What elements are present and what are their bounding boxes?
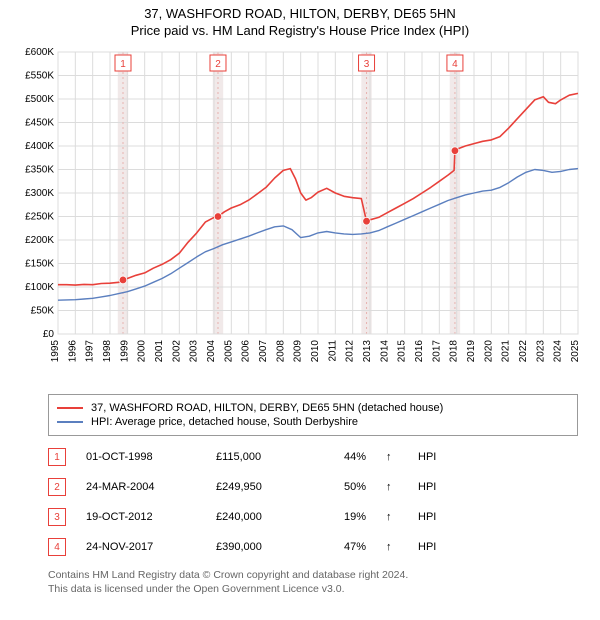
x-axis-label: 2009 [293,340,304,363]
x-axis-label: 2021 [501,340,512,363]
arrow-up-icon: ↑ [386,481,398,493]
event-suffix: HPI [418,541,448,553]
y-axis-label: £150K [25,259,54,270]
x-axis-label: 2002 [171,340,182,363]
event-pct: 44% [316,451,366,463]
x-axis-label: 2022 [518,340,529,363]
event-pct: 47% [316,541,366,553]
title-address: 37, WASHFORD ROAD, HILTON, DERBY, DE65 5… [0,6,600,21]
x-axis-label: 1999 [119,340,130,363]
event-price: £249,950 [216,481,296,493]
x-axis-label: 2004 [206,340,217,363]
event-marker-box: 2 [48,478,66,496]
x-axis-label: 2006 [241,340,252,363]
event-suffix: HPI [418,481,448,493]
x-axis-label: 2005 [223,340,234,363]
event-row: 3 19-OCT-2012 £240,000 19% ↑ HPI [48,502,578,532]
legend-swatch [57,407,83,409]
y-axis-label: £600K [25,47,54,58]
x-axis-label: 2019 [466,340,477,363]
event-date: 19-OCT-2012 [86,511,196,523]
event-date: 24-NOV-2017 [86,541,196,553]
y-axis-label: £300K [25,188,54,199]
event-marker-2: 2 [215,59,221,70]
footer-attribution: Contains HM Land Registry data © Crown c… [48,568,578,596]
x-axis-label: 1996 [67,340,78,363]
x-axis-label: 2003 [189,340,200,363]
y-axis-label: £450K [25,118,54,129]
legend-label: 37, WASHFORD ROAD, HILTON, DERBY, DE65 5… [91,402,443,414]
y-axis-label: £250K [25,212,54,223]
x-axis-label: 2023 [535,340,546,363]
y-axis-label: £100K [25,282,54,293]
event-marker-1: 1 [120,59,126,70]
event-price: £390,000 [216,541,296,553]
x-axis-label: 2014 [379,340,390,363]
event-row: 2 24-MAR-2004 £249,950 50% ↑ HPI [48,472,578,502]
event-marker-4: 4 [452,59,458,70]
event-row: 1 01-OCT-1998 £115,000 44% ↑ HPI [48,442,578,472]
event-marker-box: 3 [48,508,66,526]
event-date: 24-MAR-2004 [86,481,196,493]
arrow-up-icon: ↑ [386,451,398,463]
x-axis-label: 2013 [362,340,373,363]
legend-row: 37, WASHFORD ROAD, HILTON, DERBY, DE65 5… [57,401,569,415]
event-row: 4 24-NOV-2017 £390,000 47% ↑ HPI [48,532,578,562]
x-axis-label: 2010 [310,340,321,363]
x-axis-label: 2000 [137,340,148,363]
chart-area: £0 £50K £100K £150K £200K £250K £300K £350K £400… [10,44,590,384]
y-axis-label: £200K [25,235,54,246]
y-axis-label: £400K [25,141,54,152]
event-marker-box: 4 [48,538,66,556]
x-axis-label: 2024 [553,340,564,363]
legend-row: HPI: Average price, detached house, Sout… [57,415,569,429]
x-axis-label: 2007 [258,340,269,363]
x-axis-label: 1995 [50,340,61,363]
y-axis-label: £50K [31,306,55,317]
x-axis-label: 2011 [327,340,338,362]
x-axis-label: 1998 [102,340,113,363]
event-date: 01-OCT-1998 [86,451,196,463]
event-suffix: HPI [418,511,448,523]
events-table: 1 01-OCT-1998 £115,000 44% ↑ HPI 2 24-MAR-2004 £… [48,442,578,562]
legend-box: 37, WASHFORD ROAD, HILTON, DERBY, DE65 5… [48,394,578,436]
legend-swatch [57,421,83,423]
x-axis-label: 2018 [449,340,460,363]
arrow-up-icon: ↑ [386,541,398,553]
x-axis-label: 2012 [345,340,356,363]
x-axis-label: 2008 [275,340,286,363]
arrow-up-icon: ↑ [386,511,398,523]
chart-svg: £0 £50K £100K £150K £200K £250K £300K £350K £400… [10,44,590,384]
event-pct: 50% [316,481,366,493]
event-price: £115,000 [216,451,296,463]
y-axis-label: £550K [25,71,54,82]
footer-line1: Contains HM Land Registry data © Crown c… [48,568,578,582]
y-axis-label: £350K [25,165,54,176]
x-axis-label: 2017 [431,340,442,363]
x-axis-label: 2025 [570,340,581,363]
event-price: £240,000 [216,511,296,523]
event-pct: 19% [316,511,366,523]
title-subtitle: Price paid vs. HM Land Registry's House … [0,23,600,38]
y-axis-label: £0 [43,329,55,340]
page-container: 37, WASHFORD ROAD, HILTON, DERBY, DE65 5… [0,0,600,596]
x-axis-label: 2001 [154,340,165,363]
y-axis-label: £500K [25,94,54,105]
x-axis-label: 2015 [397,340,408,363]
event-marker-3: 3 [364,59,370,70]
footer-line2: This data is licensed under the Open Gov… [48,582,578,596]
event-suffix: HPI [418,451,448,463]
event-marker-box: 1 [48,448,66,466]
x-axis-label: 2020 [483,340,494,363]
x-axis-label: 2016 [414,340,425,363]
legend-label: HPI: Average price, detached house, Sout… [91,416,358,428]
title-block: 37, WASHFORD ROAD, HILTON, DERBY, DE65 5… [0,0,600,40]
x-axis-label: 1997 [85,340,96,363]
